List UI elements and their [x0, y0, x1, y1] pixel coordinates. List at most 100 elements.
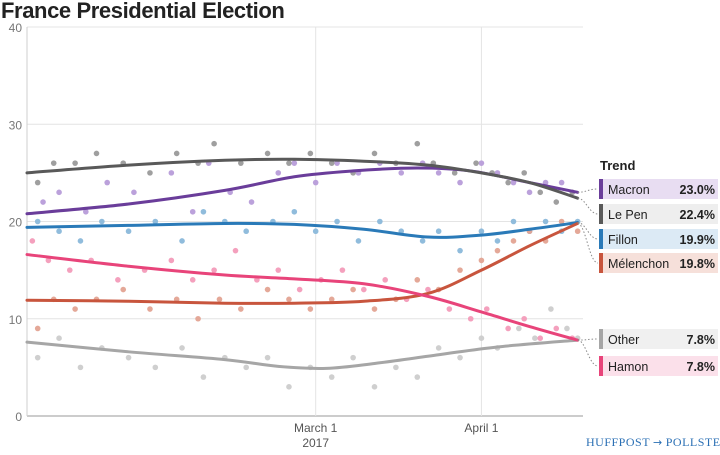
- poll-point-hamon-23: [521, 315, 527, 322]
- brand-left: HUFFPOST: [586, 435, 651, 449]
- poll-point-hamon-1: [45, 257, 52, 264]
- poll-point-hamon-24: [537, 335, 544, 342]
- legend-box-lepen: [599, 204, 718, 224]
- poll-point-macron-22: [510, 179, 517, 186]
- poll-point-fillon-15: [377, 218, 383, 225]
- poll-point-hamon-12: [296, 286, 303, 293]
- poll-point-other-14: [350, 354, 356, 361]
- poll-point-fillon-3: [99, 218, 105, 225]
- poll-point-mlenchon-15: [371, 306, 378, 312]
- legend-box-other: [599, 329, 718, 349]
- y-tick-label-40: 40: [9, 21, 23, 35]
- poll-point-other-11: [286, 384, 292, 390]
- poll-point-other-16: [393, 364, 399, 371]
- poll-point-mlenchon-5: [147, 306, 153, 312]
- poll-point-lepen-11: [286, 160, 292, 166]
- brand-right: POLLSTER: [665, 435, 720, 449]
- poll-point-fillon-12: [312, 228, 319, 235]
- poll-point-lepen-8: [211, 140, 217, 147]
- gridlines: [26, 26, 583, 417]
- poll-point-mlenchon-11: [286, 296, 292, 303]
- legend-swatch-macron: [599, 179, 603, 199]
- poll-point-fillon-7: [200, 208, 207, 215]
- poll-point-fillon-1: [56, 228, 62, 235]
- y-tick-label-30: 30: [9, 118, 23, 132]
- poll-point-mlenchon-12: [307, 306, 314, 312]
- poll-point-macron-20: [478, 160, 485, 166]
- poll-point-lepen-25: [553, 199, 560, 205]
- trend-line-other: [25, 338, 580, 370]
- legend-swatch-other: [599, 329, 603, 349]
- poll-point-mlenchon-22: [510, 238, 517, 244]
- poll-point-other-15: [371, 384, 378, 390]
- legend-name-fillon: Fillon: [608, 233, 638, 247]
- poll-point-other-6: [179, 345, 185, 351]
- poll-point-lepen-17: [414, 140, 421, 147]
- poll-dots: [29, 140, 581, 390]
- poll-point-hamon-9: [232, 247, 239, 254]
- poll-point-hamon-11: [275, 267, 282, 273]
- legend-value-macron: 23.0%: [680, 183, 715, 197]
- legend-swatch-hamon: [599, 356, 603, 376]
- poll-point-other-23: [532, 335, 538, 342]
- trend-line-mlenchon: [25, 221, 580, 305]
- poll-point-lepen-10: [264, 150, 271, 157]
- poll-point-other-17: [414, 374, 421, 380]
- legend: Trend Macron 23.0% Le Pen 22.4% Fillon 19.9% Mé…: [577, 158, 718, 376]
- poll-point-lepen-22: [505, 179, 511, 186]
- poll-point-fillon-19: [457, 247, 463, 254]
- poll-point-mlenchon-20: [478, 257, 485, 264]
- poll-point-other-10: [264, 354, 271, 361]
- poll-point-lepen-23: [521, 170, 527, 176]
- poll-point-mlenchon-7: [195, 315, 201, 322]
- poll-point-fillon-0: [34, 218, 41, 225]
- poll-point-macron-16: [398, 170, 405, 176]
- chart-title: France Presidential Election: [1, 0, 285, 23]
- x-tick-sublabel-0: 2017: [302, 436, 329, 450]
- poll-point-macron-12: [312, 179, 319, 186]
- poll-point-hamon-20: [467, 315, 474, 322]
- poll-point-hamon-18: [425, 286, 431, 293]
- poll-point-fillon-20: [478, 228, 485, 235]
- legend-title: Trend: [600, 158, 635, 173]
- legend-value-other: 7.8%: [687, 333, 716, 347]
- poll-point-mlenchon-0: [34, 325, 41, 332]
- poll-point-macron-5: [168, 170, 175, 176]
- poll-point-macron-19: [457, 179, 463, 186]
- legend-name-lepen: Le Pen: [608, 208, 648, 222]
- poll-point-lepen-6: [173, 150, 180, 157]
- trend-line-fillon: [25, 220, 580, 239]
- poll-point-lepen-24: [537, 189, 544, 196]
- y-tick-label-20: 20: [9, 216, 23, 230]
- poll-point-macron-2: [83, 208, 89, 215]
- poll-point-macron-23: [526, 189, 533, 196]
- poll-point-lepen-3: [93, 150, 100, 157]
- poll-point-macron-18: [435, 170, 442, 176]
- poll-point-other-19: [457, 354, 463, 361]
- poll-point-fillon-17: [419, 238, 426, 244]
- poll-point-macron-13: [334, 160, 340, 166]
- poll-point-mlenchon-26: [574, 228, 581, 235]
- poll-point-hamon-8: [211, 267, 217, 273]
- legend-value-mlenchon: 19.8%: [680, 257, 715, 271]
- poll-point-hamon-7: [189, 277, 196, 283]
- poll-point-mlenchon-13: [328, 296, 335, 303]
- poll-point-fillon-2: [77, 238, 84, 244]
- poll-point-fillon-4: [125, 228, 132, 235]
- poll-point-fillon-11: [291, 208, 298, 215]
- legend-connector-mlenchon: [577, 222, 599, 264]
- poll-point-fillon-13: [334, 218, 340, 225]
- poll-point-other-7: [200, 374, 207, 380]
- poll-point-other-5: [152, 364, 159, 371]
- trend-lines: [25, 157, 580, 370]
- poll-point-mlenchon-17: [414, 277, 421, 283]
- huffpost-pollster-brand: HUFFPOST→POLLSTER: [586, 435, 720, 450]
- poll-point-fillon-21: [494, 238, 501, 244]
- legend-swatch-lepen: [599, 204, 603, 224]
- poll-point-mlenchon-2: [72, 306, 78, 312]
- legend-connector-other: [577, 338, 599, 341]
- legend-name-macron: Macron: [608, 183, 650, 197]
- poll-point-fillon-22: [510, 218, 517, 225]
- x-tick-label-1: April 1: [464, 421, 498, 435]
- poll-point-mlenchon-8: [216, 296, 223, 303]
